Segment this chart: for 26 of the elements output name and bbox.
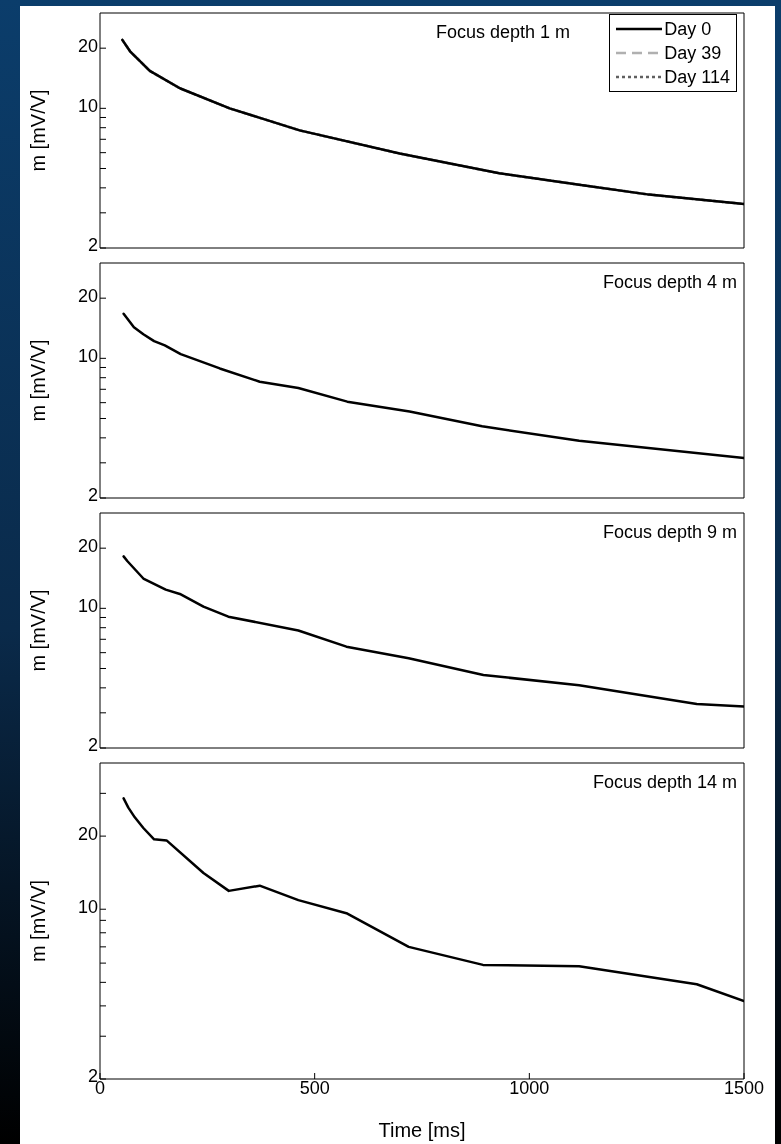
- y-tick-label: 2: [87, 735, 98, 756]
- annotation: Focus depth 4 m: [602, 272, 737, 293]
- y-tick-label: 20: [77, 823, 98, 844]
- annotation: Focus depth 14 m: [592, 772, 737, 793]
- y-tick-label: 10: [77, 896, 98, 917]
- y-axis-title: m [mV/V]: [27, 339, 50, 422]
- y-tick-label: 10: [77, 345, 98, 366]
- x-tick-label: 1000: [509, 1077, 550, 1098]
- annotation: Focus depth 9 m: [602, 522, 737, 543]
- x-tick-label: 1500: [723, 1077, 765, 1098]
- y-tick-label: 2: [87, 235, 98, 256]
- y-tick-label: 20: [77, 535, 98, 556]
- legend-label: Day 39: [664, 42, 722, 65]
- y-tick-label: 10: [77, 595, 98, 616]
- y-tick-label: 10: [77, 95, 98, 116]
- x-axis-title: Time [ms]: [378, 1119, 466, 1141]
- y-axis-title: m [mV/V]: [27, 589, 50, 672]
- y-axis-title: m [mV/V]: [27, 879, 50, 963]
- y-tick-label: 20: [77, 35, 98, 56]
- legend-label: Day 114: [664, 66, 730, 89]
- y-tick-label: 2: [87, 485, 98, 506]
- x-tick-label: 500: [299, 1077, 330, 1098]
- legend-label: Day 0: [664, 18, 712, 41]
- y-axis-title: m [mV/V]: [27, 89, 50, 172]
- annotation: Focus depth 1 m: [435, 22, 570, 43]
- y-tick-label: 20: [77, 285, 98, 306]
